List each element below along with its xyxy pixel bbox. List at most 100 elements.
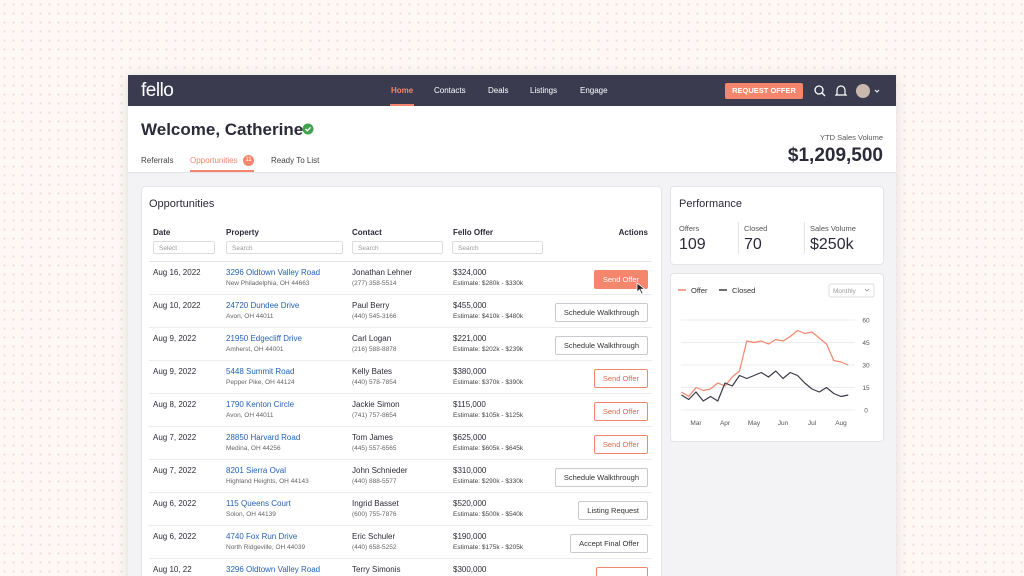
offer-estimate: Estimate: $280k - $330k: [453, 280, 524, 287]
contact-name: Tom James: [352, 433, 393, 442]
action-button[interactable]: Accept Final Offer: [570, 534, 648, 553]
action-button[interactable]: Listing Request: [578, 501, 648, 520]
property-address: New Philadelphia, OH 44663: [226, 280, 310, 287]
filter-input[interactable]: Search: [452, 241, 543, 254]
contact-phone: (440) 545-3166: [352, 313, 397, 320]
welcome-title: Welcome, Catherine: [141, 120, 304, 139]
search-icon[interactable]: [814, 85, 824, 95]
row-divider: [149, 492, 652, 493]
contact-name: Ingrid Basset: [352, 499, 399, 508]
nav-item[interactable]: Contacts: [434, 86, 466, 95]
dropdown-caret: [864, 288, 870, 292]
offer-estimate: Estimate: $605k - $645k: [453, 445, 524, 452]
nav-item[interactable]: Engage: [580, 86, 608, 95]
offer-estimate: Estimate: $175k - $205k: [453, 544, 524, 551]
header-divider: [149, 261, 652, 262]
bell-icon[interactable]: [834, 85, 848, 96]
x-tick-label: Jul: [808, 420, 817, 427]
contact-phone: (277) 358-5514: [352, 280, 397, 287]
row-date: Aug 10, 22: [153, 565, 192, 574]
action-button[interactable]: [596, 567, 648, 576]
row-divider: [149, 459, 652, 460]
offer-amount: $190,000: [453, 532, 487, 541]
offer-estimate: Estimate: $410k - $480k: [453, 313, 524, 320]
row-divider: [149, 294, 652, 295]
property-link[interactable]: 28850 Harvard Road: [226, 433, 301, 442]
offer-estimate: Estimate: $500k - $540k: [453, 511, 524, 518]
column-header: Actions: [618, 228, 648, 237]
row-date: Aug 7, 2022: [153, 433, 197, 442]
property-link[interactable]: 4740 Fox Run Drive: [226, 532, 298, 541]
action-button[interactable]: Schedule Walkthrough: [554, 303, 648, 322]
contact-phone: (216) 588-8878: [352, 346, 397, 353]
property-link[interactable]: 8201 Sierra Oval: [226, 466, 287, 475]
offer-amount: $324,000: [453, 268, 487, 277]
logo[interactable]: fello: [141, 80, 174, 101]
search-icon-handle: [821, 92, 826, 97]
action-button[interactable]: Send Offer: [593, 270, 648, 289]
property-link[interactable]: 115 Queens Court: [226, 499, 291, 508]
contact-name: Kelly Bates: [352, 367, 393, 376]
row-divider: [149, 393, 652, 394]
row-date: Aug 10, 2022: [153, 301, 201, 310]
filter-input[interactable]: Select: [153, 241, 215, 254]
row-date: Aug 6, 2022: [153, 532, 197, 541]
header: [128, 106, 896, 173]
stat-label: Sales Volume: [810, 224, 856, 233]
card-title: Opportunities: [149, 198, 215, 210]
nav-item[interactable]: Home: [391, 86, 414, 95]
row-divider: [149, 525, 652, 526]
filter-input[interactable]: Search: [352, 241, 443, 254]
property-link[interactable]: 24720 Dundee Drive: [226, 301, 300, 310]
x-tick-label: Mar: [690, 420, 702, 427]
property-address: Highland Heights, OH 44143: [226, 478, 309, 485]
tab-badge: 11: [243, 155, 254, 166]
stat-divider: [738, 222, 739, 254]
filter-input[interactable]: Search: [226, 241, 343, 254]
avatar[interactable]: [856, 84, 870, 98]
nav-item[interactable]: Deals: [488, 86, 509, 95]
property-address: Solon, OH 44139: [226, 511, 276, 518]
property-link[interactable]: 21950 Edgecliff Drive: [226, 334, 302, 343]
contact-phone: (440) 658-5252: [352, 544, 397, 551]
ytd-label: YTD Sales Volume: [820, 133, 883, 142]
ytd-value: $1,209,500: [787, 145, 883, 166]
x-tick-label: Jun: [778, 420, 789, 427]
property-address: Medina, OH 44256: [226, 445, 281, 452]
x-tick-label: Apr: [720, 420, 731, 427]
nav-active-underline: [390, 104, 414, 106]
offer-estimate: Estimate: $202k - $239k: [453, 346, 524, 353]
property-link[interactable]: 1790 Kenton Circle: [226, 400, 295, 409]
action-button[interactable]: Send Offer: [593, 402, 648, 421]
property-link[interactable]: 3296 Oldtown Valley Road: [226, 565, 321, 574]
action-button[interactable]: Send Offer: [593, 369, 648, 388]
contact-phone: (440) 578-7854: [352, 379, 397, 386]
column-header: Property: [226, 228, 259, 237]
tab[interactable]: Opportunities: [190, 156, 238, 165]
contact-name: Eric Schuler: [352, 532, 396, 541]
row-date: Aug 6, 2022: [153, 499, 197, 508]
action-button[interactable]: Schedule Walkthrough: [554, 336, 648, 355]
tab[interactable]: Ready To List: [271, 156, 320, 165]
legend-label: Closed: [732, 286, 755, 295]
x-tick-label: Aug: [835, 420, 847, 427]
tab[interactable]: Referrals: [141, 156, 174, 165]
property-link[interactable]: 3296 Oldtown Valley Road: [226, 268, 321, 277]
row-divider: [149, 327, 652, 328]
period-dropdown-label[interactable]: Monthly: [833, 288, 857, 295]
offer-amount: $520,000: [453, 499, 487, 508]
action-button[interactable]: Schedule Walkthrough: [554, 468, 648, 487]
y-tick-label: 30: [862, 363, 870, 370]
contact-name: John Schnieder: [352, 466, 408, 475]
row-divider: [149, 360, 652, 361]
nav-item[interactable]: Listings: [530, 86, 558, 95]
offer-amount: $380,000: [453, 367, 487, 376]
performance-card: [670, 186, 884, 265]
request-offer-button[interactable]: REQUEST OFFER: [725, 83, 803, 99]
y-tick-label: 45: [862, 340, 870, 347]
action-button[interactable]: Send Offer: [593, 435, 648, 454]
property-link[interactable]: 5448 Summit Road: [226, 367, 295, 376]
property-address: North Ridgeville, OH 44039: [226, 544, 306, 551]
stat-value: 109: [679, 236, 706, 253]
contact-phone: (445) 557-6565: [352, 445, 397, 452]
